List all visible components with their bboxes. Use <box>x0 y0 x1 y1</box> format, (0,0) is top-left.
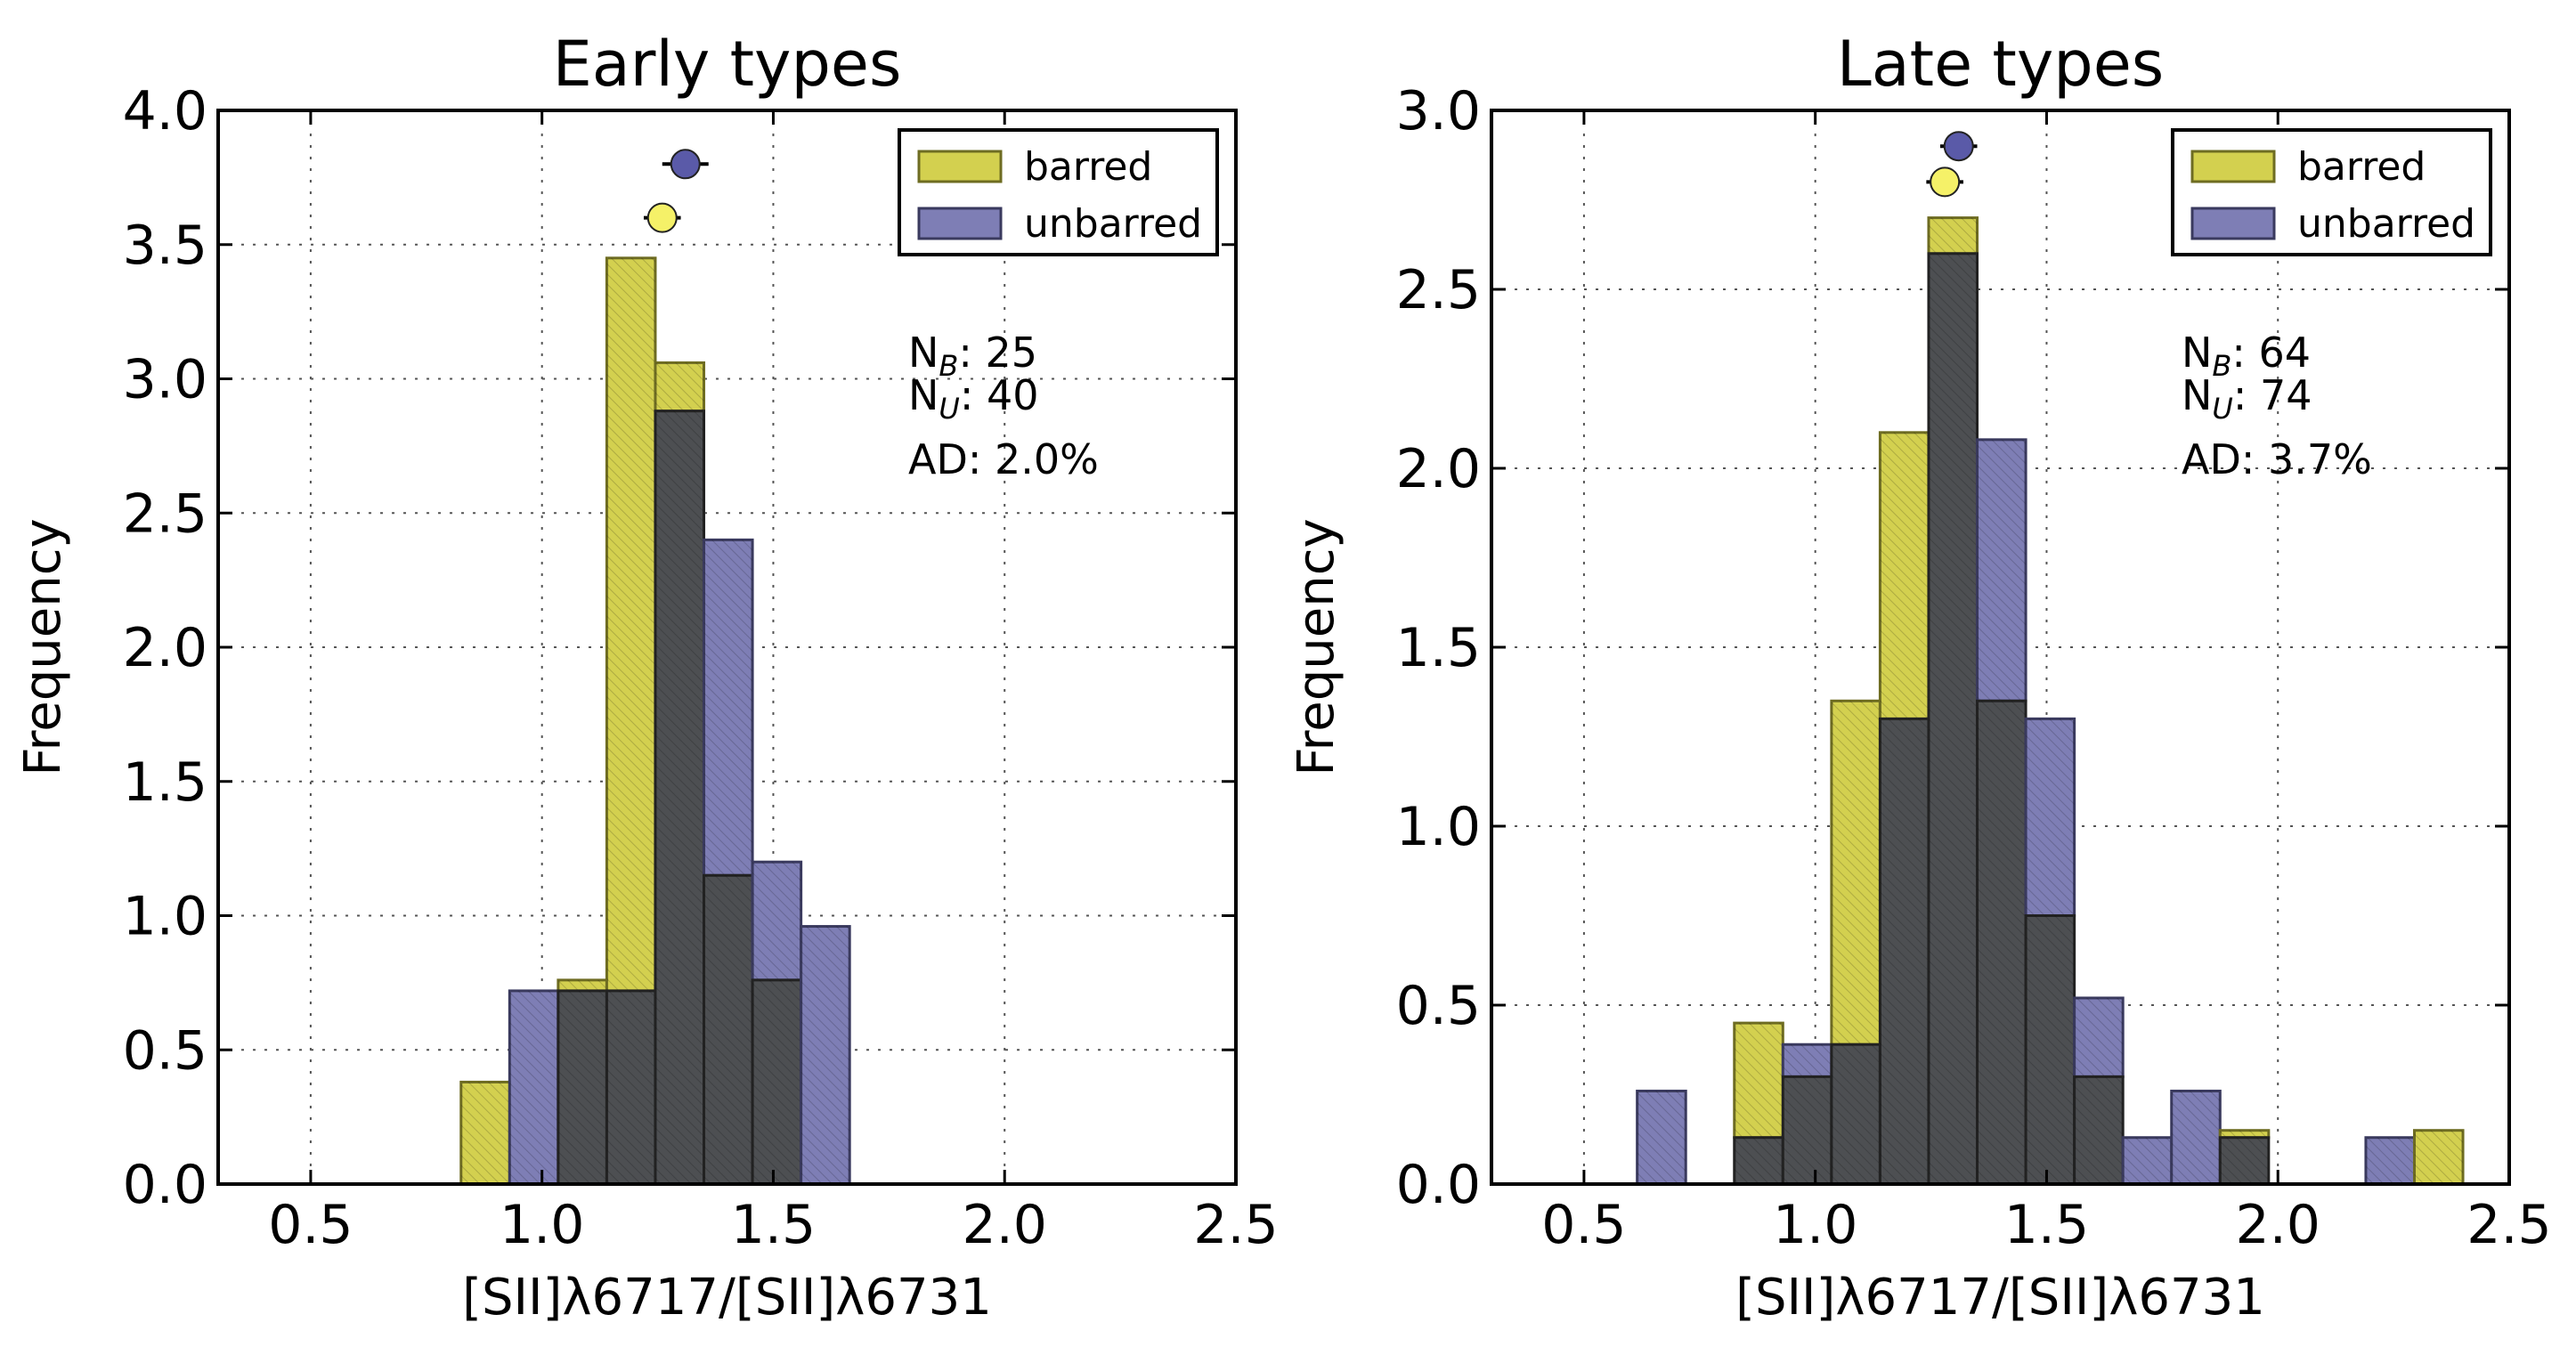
x-tick-label: 0.5 <box>268 1194 353 1256</box>
bar-overlap-hatch <box>1734 1137 1784 1184</box>
bar-overlap-hatch <box>654 410 704 1184</box>
x-axis-label: [SII]λ6717/[SII]λ6731 <box>462 1269 992 1327</box>
y-tick-label: 3.0 <box>1396 80 1481 142</box>
y-tick-label: 2.5 <box>1396 259 1481 321</box>
x-axis-label: [SII]λ6717/[SII]λ6731 <box>1735 1269 2265 1327</box>
bar-unbarred-hatch <box>2365 1137 2415 1184</box>
bar-unbarred-hatch <box>2074 997 2124 1077</box>
x-tick-label: 2.5 <box>1193 1194 1278 1256</box>
bar-barred-hatch <box>460 1082 510 1184</box>
axis-ticks: 0.5 1.0 1.5 2.0 2.5 0.0 0.5 1.0 1.5 2.0 2.5 3.0 <box>1396 80 2552 1256</box>
bar-unbarred-hatch <box>1637 1091 1686 1184</box>
bar-overlap-hatch <box>1831 1044 1881 1184</box>
y-tick-label: 1.5 <box>123 751 207 814</box>
stats-annotation: NB: 64 NU: 74 AD: 3.7% <box>2182 329 2372 483</box>
median-marker-barred <box>646 202 678 233</box>
legend: barred unbarred <box>2171 128 2492 256</box>
stat-n-unbarred: NU: 40 <box>908 371 1039 426</box>
bar-overlap-hatch <box>752 979 801 1184</box>
bar-unbarred-hatch <box>1977 439 2027 702</box>
median-marker-unbarred <box>670 149 701 180</box>
y-tick-label: 2.0 <box>123 617 207 679</box>
bar-overlap-hatch <box>557 990 607 1184</box>
y-tick-label: 0.5 <box>1396 975 1481 1037</box>
bar-barred-hatch <box>1734 1023 1784 1138</box>
stat-n-barred: NB: 64 <box>2182 329 2311 383</box>
axis-ticks: 0.5 1.0 1.5 2.0 2.5 0.0 0.5 1.0 1.5 2.0 2.5 3.0 3.5 4… <box>123 80 1279 1256</box>
bar-overlap-hatch <box>1977 701 2027 1184</box>
y-axis-label: Frequency <box>14 518 72 775</box>
x-tick-label: 1.5 <box>731 1194 816 1256</box>
legend-swatch-barred <box>917 150 1003 183</box>
bar-unbarred-hatch <box>800 926 850 1184</box>
bar-barred-hatch <box>2220 1130 2269 1138</box>
x-tick-label: 2.5 <box>2466 1194 2551 1256</box>
chart-title: Late types <box>1837 28 2165 101</box>
bar-overlap-hatch <box>1880 718 1929 1184</box>
bar-unbarred-hatch <box>703 540 753 876</box>
chart-early-types: 0.5 1.0 1.5 2.0 2.5 0.0 0.5 1.0 1.5 2.0 2.5 3.0 3.5 4… <box>14 28 1279 1327</box>
bar-unbarred-hatch <box>2123 1137 2172 1184</box>
legend-label-unbarred: unbarred <box>1024 201 1202 247</box>
x-tick-label: 1.0 <box>1773 1194 1857 1256</box>
legend-swatch-barred <box>2190 150 2276 183</box>
bar-unbarred-hatch <box>1783 1044 1832 1077</box>
y-tick-label: 1.0 <box>123 886 207 948</box>
chart-title: Early types <box>553 28 902 101</box>
legend-label-barred: barred <box>1024 144 1152 190</box>
bar-overlap-hatch <box>2074 1076 2124 1184</box>
legend-label-barred: barred <box>2297 144 2426 190</box>
bar-unbarred-hatch <box>2026 718 2075 916</box>
x-tick-label: 2.0 <box>2236 1194 2320 1256</box>
y-tick-label: 0.0 <box>1396 1154 1481 1216</box>
bar-barred-hatch <box>557 979 607 991</box>
bar-unbarred-hatch <box>752 862 801 980</box>
median-markers <box>643 149 709 233</box>
legend-label-unbarred: unbarred <box>2297 201 2475 247</box>
y-tick-label: 2.5 <box>123 483 207 545</box>
legend-swatch-unbarred <box>2190 207 2276 240</box>
stat-ad: AD: 2.0% <box>908 435 1099 483</box>
x-tick-label: 1.5 <box>2004 1194 2089 1256</box>
y-tick-label: 2.0 <box>1396 438 1481 500</box>
x-tick-label: 2.0 <box>963 1194 1047 1256</box>
y-tick-label: 3.0 <box>123 349 207 411</box>
x-tick-label: 0.5 <box>1541 1194 1626 1256</box>
y-tick-label: 1.5 <box>1396 617 1481 679</box>
bar-barred-hatch <box>2414 1130 2464 1184</box>
bar-barred-hatch <box>654 362 704 411</box>
stat-ad: AD: 3.7% <box>2182 435 2372 483</box>
stat-n-unbarred: NU: 74 <box>2182 371 2312 426</box>
bar-overlap-hatch <box>606 990 655 1184</box>
bar-barred-hatch <box>1880 432 1929 719</box>
y-tick-label: 0.0 <box>123 1154 207 1216</box>
y-tick-label: 3.5 <box>123 215 207 277</box>
bar-barred-hatch <box>1928 217 1978 254</box>
x-tick-label: 1.0 <box>500 1194 584 1256</box>
chart-late-types: 0.5 1.0 1.5 2.0 2.5 0.0 0.5 1.0 1.5 2.0 2.5 3.0 Lat… <box>1288 28 2552 1327</box>
legend-swatch-unbarred <box>917 207 1003 240</box>
median-marker-barred <box>1930 166 1961 198</box>
median-marker-unbarred <box>1943 131 1974 162</box>
bar-overlap-hatch <box>2026 915 2075 1184</box>
y-tick-label: 1.0 <box>1396 796 1481 858</box>
legend: barred unbarred <box>898 128 1219 256</box>
bar-overlap-hatch <box>2220 1137 2269 1184</box>
bar-barred-hatch <box>606 257 655 991</box>
y-tick-label: 4.0 <box>123 80 207 142</box>
y-axis-label: Frequency <box>1288 518 1345 775</box>
bar-unbarred-hatch <box>2171 1091 2221 1184</box>
histogram-bars <box>459 256 851 1186</box>
stats-annotation: NB: 25 NU: 40 AD: 2.0% <box>908 329 1099 483</box>
bar-barred-hatch <box>1831 701 1881 1045</box>
histogram-bars <box>1636 216 2465 1186</box>
median-markers <box>1926 131 1978 198</box>
stat-n-barred: NB: 25 <box>908 329 1037 383</box>
bar-overlap-hatch <box>1783 1076 1832 1184</box>
bar-overlap-hatch <box>1928 253 1978 1184</box>
bar-overlap-hatch <box>703 875 753 1184</box>
bar-unbarred-hatch <box>509 990 558 1184</box>
y-tick-label: 0.5 <box>123 1019 207 1082</box>
